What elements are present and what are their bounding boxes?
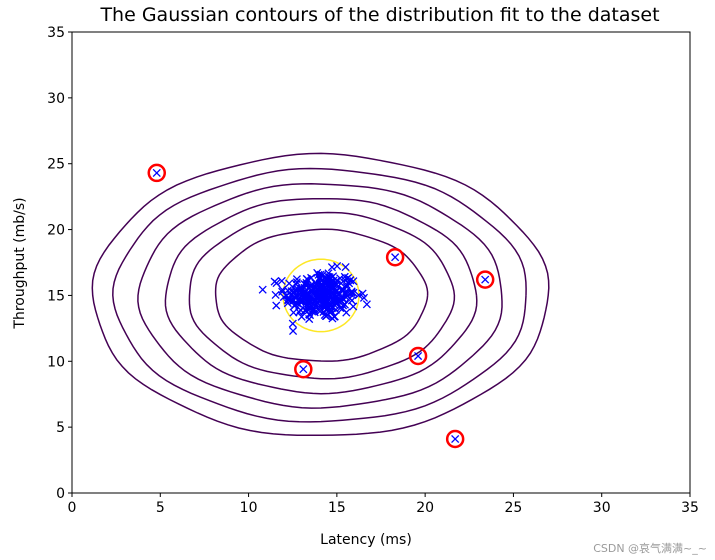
- data-point: [278, 287, 287, 296]
- y-tick-label: 30: [47, 91, 65, 107]
- x-tick-label: 0: [68, 500, 77, 516]
- data-point: [323, 287, 332, 296]
- data-point: [362, 300, 371, 309]
- data-point: [289, 326, 298, 336]
- contour-line: [164, 197, 478, 395]
- data-point: [272, 301, 281, 310]
- contour-line: [188, 211, 456, 380]
- anomaly-point: [391, 253, 400, 262]
- data-point: [320, 294, 329, 303]
- anomaly-point: [152, 168, 161, 177]
- y-tick-label: 10: [47, 354, 65, 370]
- data-point: [296, 297, 305, 306]
- y-axis-label: Throughput (mb/s): [12, 197, 28, 329]
- data-point: [328, 285, 337, 294]
- y-axis-ticks: 0 5 10 15 20 25 30 35: [47, 25, 72, 502]
- data-point: [338, 304, 347, 313]
- data-point: [336, 304, 345, 313]
- data-point: [310, 308, 319, 317]
- plot-frame: [71, 31, 691, 494]
- watermark: CSDN @哀气满满~_~: [593, 542, 707, 555]
- y-tick-label: 25: [47, 157, 65, 173]
- x-tick-label: 5: [156, 500, 165, 516]
- data-point: [318, 271, 327, 280]
- data-point: [300, 279, 309, 288]
- x-tick-label: 10: [240, 500, 258, 516]
- data-point: [295, 300, 304, 309]
- data-point: [272, 279, 281, 288]
- data-point: [349, 277, 358, 286]
- data-point: [285, 279, 294, 288]
- data-point: [271, 290, 280, 300]
- data-point: [330, 291, 339, 300]
- data-point: [328, 303, 337, 313]
- data-point: [354, 291, 363, 300]
- x-axis-ticks: 0 5 10 15 20 25 30 35: [68, 493, 699, 516]
- data-point: [327, 263, 337, 272]
- y-tick-label: 5: [56, 420, 65, 436]
- data-point: [349, 302, 358, 311]
- anomaly-point: [481, 275, 490, 284]
- data-point: [336, 274, 345, 283]
- data-point: [317, 284, 326, 293]
- data-point: [345, 279, 354, 288]
- data-point: [279, 292, 288, 302]
- anomaly-points: [147, 163, 495, 449]
- data-point: [258, 285, 267, 294]
- x-tick-label: 20: [416, 500, 434, 516]
- y-tick-label: 35: [47, 25, 65, 41]
- contour-line: [91, 152, 550, 437]
- anomaly-marker: [294, 359, 313, 379]
- data-point: [338, 285, 347, 294]
- data-point: [278, 285, 287, 294]
- anomaly-point: [299, 365, 308, 374]
- data-point: [326, 279, 335, 288]
- data-point: [277, 276, 286, 286]
- anomaly-point: [414, 351, 423, 361]
- data-point: [297, 312, 306, 321]
- data-point: [289, 308, 298, 317]
- x-tick-label: 15: [328, 500, 346, 516]
- data-point: [286, 290, 295, 300]
- data-points: [258, 261, 371, 336]
- x-tick-label: 30: [593, 500, 611, 516]
- contour-lines: [91, 152, 550, 437]
- anomaly-marker: [408, 346, 428, 366]
- y-tick-label: 20: [47, 223, 65, 239]
- data-point: [284, 295, 293, 304]
- anomaly-marker: [445, 429, 465, 449]
- anomaly-marker: [475, 270, 495, 289]
- data-point: [303, 292, 312, 301]
- data-point: [319, 301, 328, 310]
- data-point: [347, 288, 356, 297]
- data-point: [328, 314, 337, 323]
- data-point: [332, 276, 341, 285]
- data-point: [312, 293, 321, 302]
- data-point: [311, 288, 320, 297]
- data-point: [341, 262, 350, 272]
- contour-line: [137, 183, 503, 409]
- data-point: [302, 278, 311, 288]
- data-point: [333, 261, 342, 271]
- x-axis-label: Latency (ms): [320, 532, 412, 548]
- data-point: [299, 289, 308, 298]
- contour-line: [112, 167, 527, 423]
- data-point: [292, 278, 301, 287]
- data-point: [305, 310, 314, 319]
- data-point: [288, 319, 297, 328]
- data-point: [324, 269, 333, 278]
- x-tick-label: 35: [681, 500, 699, 516]
- data-point: [332, 295, 341, 304]
- anomaly-marker: [385, 247, 405, 267]
- anomaly-marker: [147, 163, 167, 183]
- contour-line: [214, 228, 429, 362]
- anomaly-point: [451, 434, 460, 444]
- data-point: [316, 270, 325, 279]
- chart-title: The Gaussian contours of the distributio…: [99, 4, 659, 26]
- data-point: [359, 293, 369, 302]
- x-tick-label: 25: [505, 500, 523, 516]
- y-tick-label: 0: [56, 486, 65, 502]
- y-tick-label: 15: [47, 288, 65, 304]
